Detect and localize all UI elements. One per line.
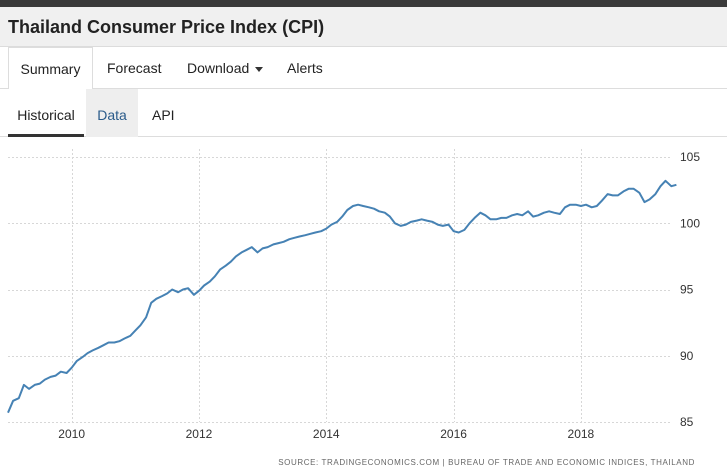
subtab-api-label: API bbox=[152, 107, 175, 123]
subtab-data[interactable]: Data bbox=[86, 89, 138, 137]
tab-summary[interactable]: Summary bbox=[8, 47, 93, 90]
subtab-historical[interactable]: Historical bbox=[8, 89, 84, 137]
tab-download-label: Download bbox=[187, 60, 250, 76]
cpi-chart-svg: 85 90 95 100 105 2010 2012 2014 2016 2018 SOURCE:… bbox=[7, 149, 700, 467]
y-tick-label: 90 bbox=[680, 349, 694, 363]
tab-summary-label: Summary bbox=[20, 61, 81, 77]
grid-layer bbox=[8, 149, 670, 423]
y-tick-label: 105 bbox=[680, 150, 700, 164]
main-tabs: Summary Forecast Download Alerts bbox=[0, 47, 727, 90]
y-tick-label: 100 bbox=[680, 216, 700, 230]
axis-layer: 85 90 95 100 105 2010 2012 2014 2016 2018 bbox=[58, 150, 700, 441]
page-title: Thailand Consumer Price Index (CPI) bbox=[8, 17, 325, 37]
tab-forecast-label: Forecast bbox=[107, 60, 162, 76]
series-layer bbox=[7, 179, 677, 414]
x-tick-label: 2018 bbox=[568, 427, 595, 441]
x-tick-label: 2010 bbox=[58, 427, 85, 441]
tab-alerts-label: Alerts bbox=[287, 60, 323, 76]
y-tick-label: 85 bbox=[680, 415, 694, 429]
top-dark-bar bbox=[0, 0, 727, 7]
tab-download[interactable]: Download bbox=[187, 47, 264, 89]
subtab-historical-label: Historical bbox=[17, 107, 75, 123]
tab-forecast[interactable]: Forecast bbox=[107, 47, 161, 89]
sub-tabs: Historical Data API bbox=[0, 89, 727, 137]
title-bar: Thailand Consumer Price Index (CPI) bbox=[0, 7, 727, 47]
source-note: SOURCE: TRADINGECONOMICS.COM | BUREAU OF… bbox=[278, 458, 695, 467]
caret-down-icon bbox=[255, 66, 264, 72]
subtab-data-label: Data bbox=[97, 107, 127, 123]
tab-alerts[interactable]: Alerts bbox=[287, 47, 323, 89]
cpi-chart: 85 90 95 100 105 2010 2012 2014 2016 2018 SOURCE:… bbox=[0, 137, 727, 476]
series-line-cpi bbox=[7, 179, 677, 414]
subtab-api[interactable]: API bbox=[152, 89, 175, 137]
x-tick-label: 2012 bbox=[186, 427, 213, 441]
y-tick-label: 95 bbox=[680, 283, 694, 297]
x-tick-label: 2016 bbox=[440, 427, 467, 441]
x-tick-label: 2014 bbox=[313, 427, 340, 441]
